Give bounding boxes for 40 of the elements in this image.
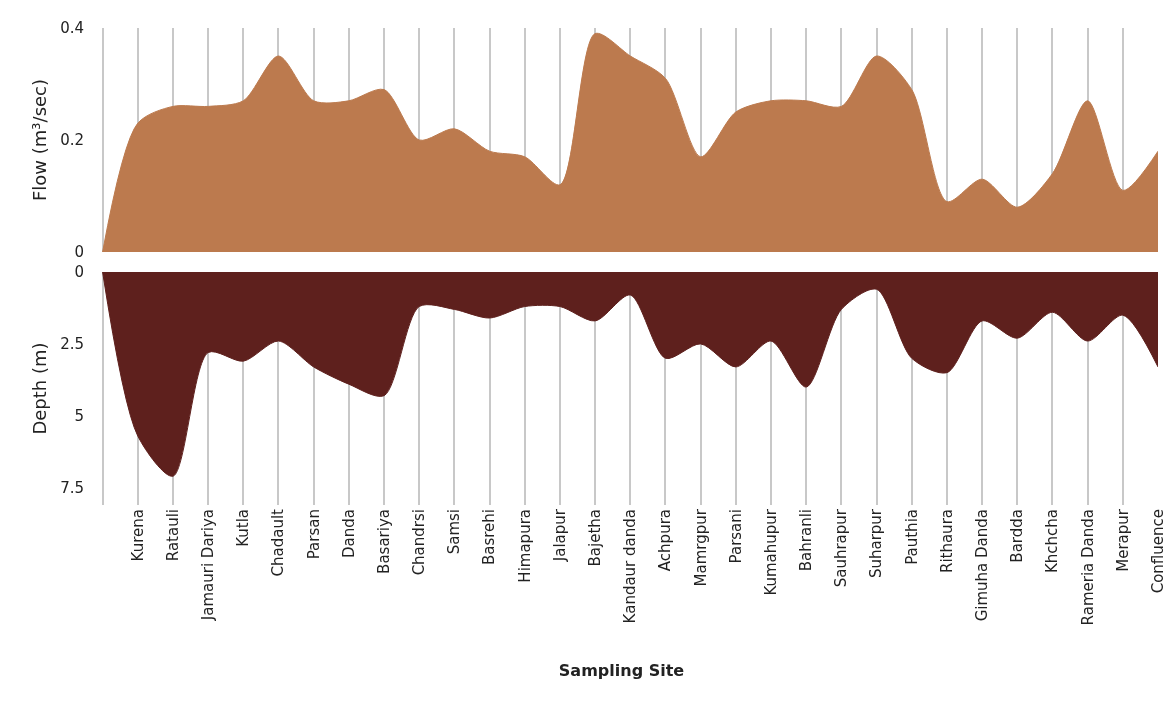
x-tick-label: Mamrgpur xyxy=(691,508,710,587)
y-axis-title: Depth (m) xyxy=(29,342,51,435)
x-tick-label: Bajetha xyxy=(585,509,604,567)
x-tick-label: Rithaura xyxy=(937,509,956,574)
x-tick-label: Khchcha xyxy=(1043,509,1062,574)
y-axis-title: Flow (m³/sec) xyxy=(29,78,51,202)
x-tick-label: Chadault xyxy=(269,508,288,577)
x-tick-label: Parsani xyxy=(726,509,745,564)
x-tick-label: Parsan xyxy=(304,509,323,560)
x-tick-label: Samsi xyxy=(445,509,464,555)
x-tick-label: Confluence xyxy=(1148,509,1167,594)
x-tick-label: Kumahupur xyxy=(761,508,780,596)
x-tick-label: Merapur xyxy=(1113,508,1132,572)
x-tick-label: Basrehi xyxy=(480,509,499,566)
x-tick-label: Bahranli xyxy=(797,509,816,572)
x-tick-label: Bardda xyxy=(1008,509,1027,563)
x-tick-label: Kurena xyxy=(128,509,147,562)
x-tick-label: Pauthia xyxy=(902,509,921,565)
x-tick-label: Jamauri Dariya xyxy=(199,509,218,622)
x-tick-label: Suharpur xyxy=(867,508,886,579)
y-tick-label: 0.4 xyxy=(60,19,84,38)
x-tick-label: Chandrsi xyxy=(410,509,429,576)
x-tick-label: Achpura xyxy=(656,509,675,572)
x-axis-title: Sampling Site xyxy=(558,661,685,681)
x-tick-label: Ratauli xyxy=(163,509,182,562)
y-tick-label: 0.2 xyxy=(60,131,84,150)
x-tick-label: Danda xyxy=(339,509,358,558)
y-tick-label: 2.5 xyxy=(60,335,84,354)
x-tick-label: Kandaur danda xyxy=(621,509,640,624)
x-tick-label: Kutla xyxy=(234,509,253,547)
x-tick-label: Rameria Danda xyxy=(1078,509,1097,626)
x-tick-label: Gimuha Danda xyxy=(972,509,991,622)
y-tick-label: 5 xyxy=(74,407,84,426)
x-tick-label: Himapura xyxy=(515,509,534,583)
y-tick-label: 7.5 xyxy=(60,478,84,497)
x-tick-label: Basariya xyxy=(374,509,393,574)
x-tick-label: Sauhrapur xyxy=(832,508,851,588)
y-tick-label: 0 xyxy=(74,243,84,262)
y-tick-label: 0 xyxy=(74,263,84,282)
x-tick-label: Jalapur xyxy=(550,508,569,563)
